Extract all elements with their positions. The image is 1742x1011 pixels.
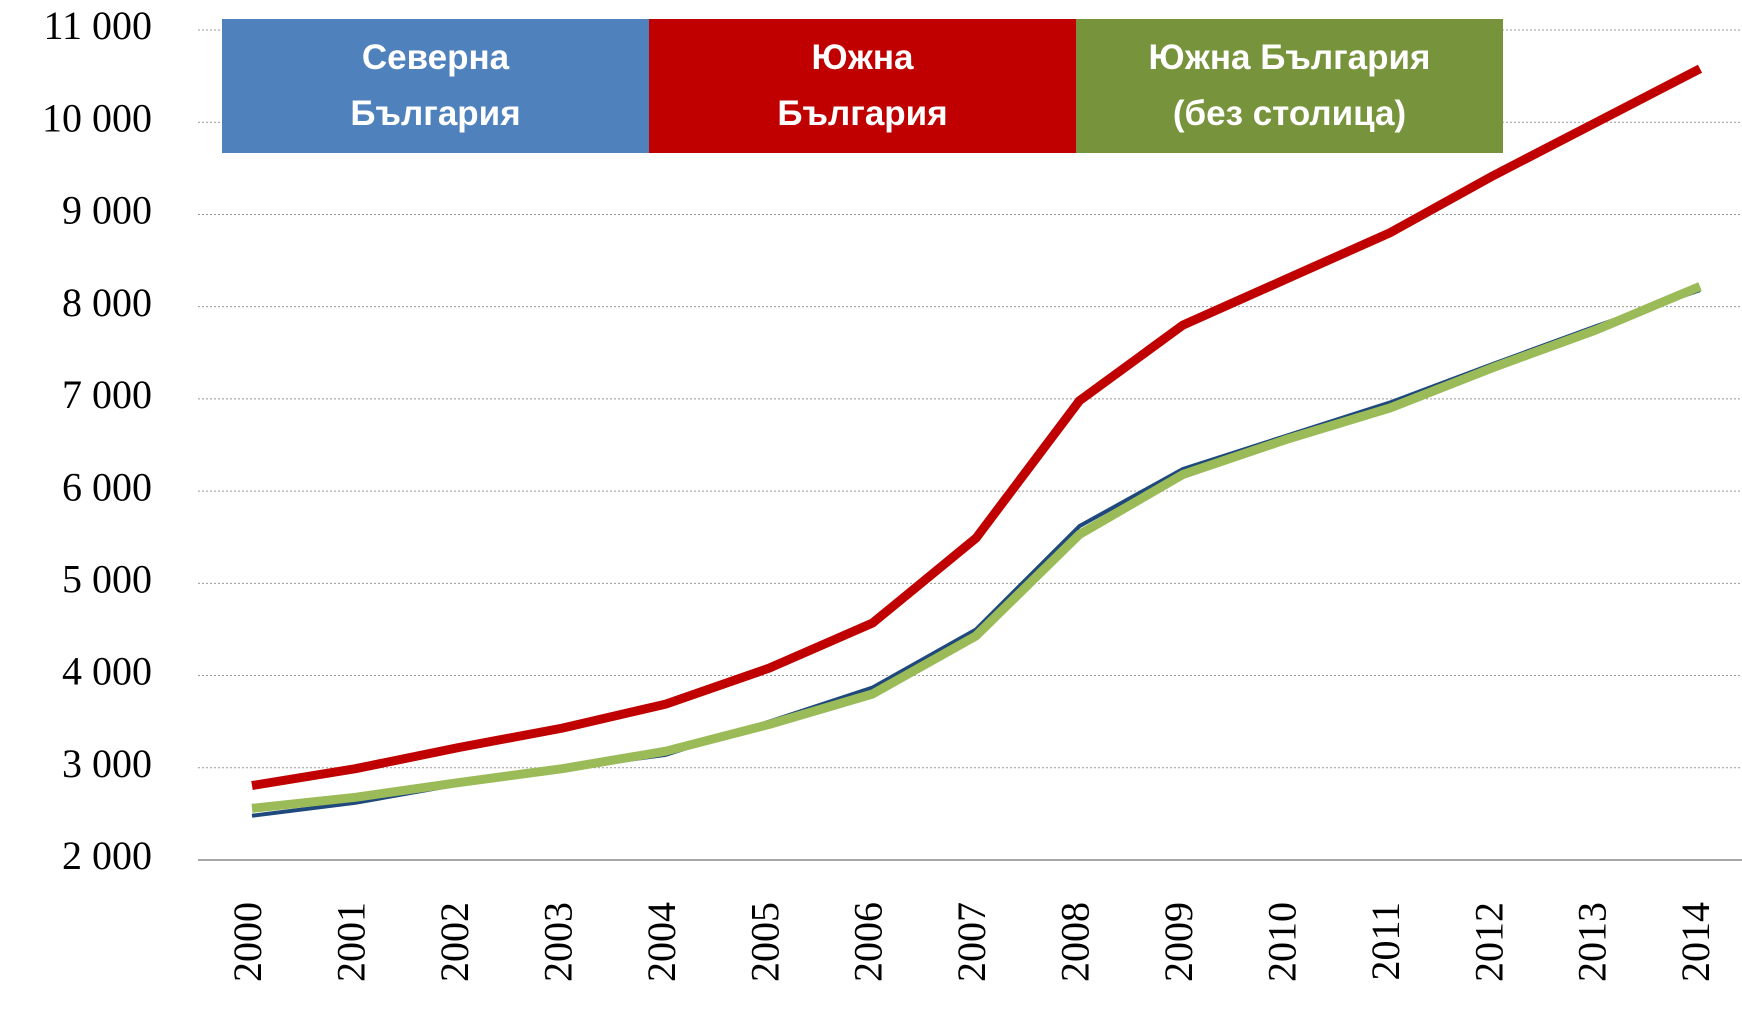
y-tick-label: 8 000 <box>62 280 152 325</box>
x-tick-label: 2003 <box>535 902 580 982</box>
x-tick-label: 2008 <box>1053 902 1098 982</box>
y-tick-label: 11 000 <box>43 3 152 48</box>
legend-label: Южна България (без столица) <box>1148 38 1431 133</box>
legend-entry: Северна България <box>222 19 649 153</box>
x-tick-label: 2009 <box>1156 902 1201 982</box>
series-line <box>251 64 1703 791</box>
legend-entry: Южна България <box>649 19 1076 153</box>
x-tick-label: 2007 <box>949 902 994 982</box>
x-tick-label: 2012 <box>1466 902 1511 982</box>
y-tick-label: 5 000 <box>62 557 152 602</box>
x-tick-label: 2006 <box>846 902 891 982</box>
x-tick-label: 2014 <box>1673 902 1718 982</box>
y-tick-label: 2 000 <box>62 833 152 878</box>
x-tick-label: 2001 <box>329 902 374 982</box>
x-tick-label: 2000 <box>225 902 270 982</box>
x-tick-label: 2004 <box>639 902 684 982</box>
legend-label: Южна България <box>777 38 948 133</box>
y-tick-label: 9 000 <box>62 188 152 233</box>
legend-entry: Южна България (без столица) <box>1076 19 1503 153</box>
x-tick-label: 2013 <box>1570 902 1615 982</box>
y-tick-label: 7 000 <box>62 372 152 417</box>
x-tick-label: 2005 <box>742 902 787 982</box>
y-tick-label: 4 000 <box>62 649 152 694</box>
legend-label: Северна България <box>350 38 521 133</box>
y-tick-label: 3 000 <box>62 741 152 786</box>
y-tick-label: 10 000 <box>42 95 152 140</box>
x-tick-label: 2002 <box>432 902 477 982</box>
x-tick-label: 2011 <box>1363 902 1408 981</box>
legend: Северна България Южна България Южна Българ… <box>222 19 1503 153</box>
x-tick-label: 2010 <box>1259 902 1304 982</box>
series-line <box>251 282 1702 813</box>
y-tick-label: 6 000 <box>62 464 152 509</box>
